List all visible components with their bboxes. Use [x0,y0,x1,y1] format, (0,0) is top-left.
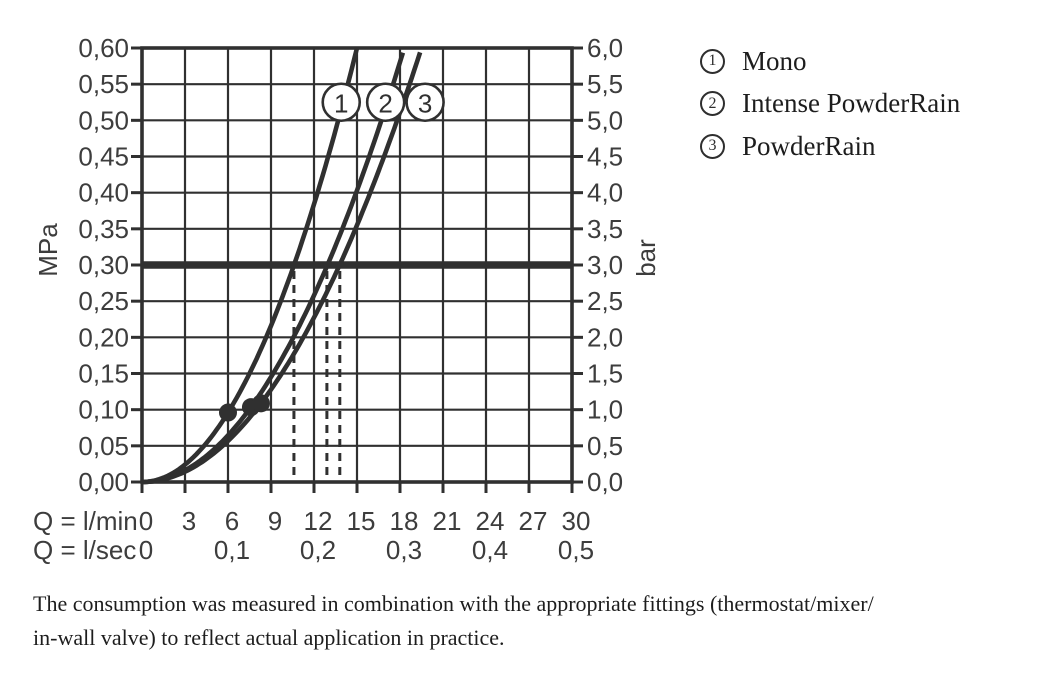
y-axis-right-tick-label: 2,0 [587,322,623,352]
y-axis-right-tick-label: 1,5 [587,359,623,389]
x-axis-lmin-tick-label: 15 [347,506,376,536]
marker-dot-series-1 [219,403,237,422]
x-axis-lsec-tick-label: 0 [139,535,153,565]
y-axis-right-tick-label: 3,0 [587,250,623,280]
y-axis-left-tick-label: 0,35 [78,214,129,244]
flow-pressure-chart: 1 2 30,600,550,500,450,400,350,300,250,200… [33,33,661,565]
footnote-line-1: The consumption was measured in combinat… [33,591,874,616]
y-axis-left-tick-label: 0,45 [78,142,129,172]
y-axis-right-tick-label: 6,0 [587,33,623,63]
curve-id-circle-3 [405,82,445,123]
legend-circled-number-2: 2 [700,91,725,116]
legend: 1 Mono 2 Intense PowderRain 3 PowderRain [700,46,960,174]
curve-id-number-1: 1 [334,88,348,118]
y-axis-left-tick-label: 0,55 [78,69,129,99]
y-axis-left-tick-label: 0,25 [78,286,129,316]
legend-label-mono: Mono [742,45,807,76]
curve-series-3 [142,51,423,485]
y-axis-left-tick-label: 0,15 [78,359,129,389]
x-axis-lsec-tick-label: 0,3 [386,535,422,565]
y-axis-left-unit-label: MPa [33,223,63,277]
y-axis-right-tick-label: 4,5 [587,142,623,172]
curve-id-number-2: 2 [378,88,392,118]
x-axis-lsec-tick-label: 0,2 [300,535,336,565]
x-axis-lmin-tick-label: 3 [182,506,196,536]
x-axis-lmin-tick-label: 21 [433,506,462,536]
legend-item-powderrain: 3 PowderRain [700,131,960,161]
y-axis-right-tick-label: 1,0 [587,395,623,425]
y-axis-left-tick-label: 0,40 [78,178,129,208]
x-axis-lmin-tick-label: 27 [519,506,548,536]
x-axis-lsec-tick-label: 0,5 [558,535,594,565]
x-axis-lmin-tick-label: 18 [390,506,419,536]
legend-item-mono: 1 Mono [700,46,960,76]
y-axis-right-tick-label: 2,5 [587,286,623,316]
y-axis-left-tick-label: 0,50 [78,105,129,135]
x-axis-lmin-tick-label: 12 [304,506,333,536]
y-axis-right-tick-label: 0,5 [587,431,623,461]
x-axis-row1-title: Q = l/min [33,506,138,536]
x-axis-lmin-tick-label: 6 [225,506,239,536]
x-axis-lmin-tick-label: 24 [476,506,505,536]
y-axis-left-tick-label: 0,00 [78,467,129,497]
legend-circled-number-1: 1 [700,48,725,74]
curve-id-circle-2 [365,82,406,123]
y-axis-right-tick-label: 5,0 [587,105,623,135]
x-axis-lmin-tick-label: 9 [268,506,282,536]
legend-circled-number-3: 3 [700,133,725,159]
y-axis-right-tick-label: 0,0 [587,467,623,497]
marker-dot-series-3 [251,394,270,413]
curve-id-number-3: 3 [418,88,432,118]
legend-item-intense-powderrain: 2 Intense PowderRain [700,88,961,119]
y-axis-right-tick-label: 5,5 [587,69,623,99]
tick-marks [131,46,583,493]
x-axis-lmin-tick-label: 30 [562,506,591,536]
x-axis-lsec-tick-label: 0,4 [472,535,508,565]
curve-series-1 [141,47,360,485]
y-axis-left-tick-label: 0,10 [78,395,129,425]
y-axis-right-unit-label: bar [631,239,661,277]
y-axis-right-tick-label: 4,0 [587,178,623,208]
y-axis-left-tick-label: 0,30 [78,250,129,280]
y-axis-left-tick-label: 0,20 [78,322,129,352]
curve-markers [219,394,270,422]
y-axis-left-tick-label: 0,05 [78,431,129,461]
legend-label-powderrain: PowderRain [742,130,876,161]
x-axis-lmin-tick-label: 0 [139,506,153,536]
footnote-line-2: in-wall valve) to reflect actual applica… [33,625,505,650]
dashed-crossing-lines [292,271,342,482]
y-axis-right-tick-label: 3,5 [587,214,623,244]
curves [141,47,423,485]
y-axis-left-tick-label: 0,60 [78,33,129,63]
x-axis-row2-title: Q = l/sec [33,535,136,565]
curve-id-circle-1 [321,82,362,123]
footnote: The consumption was measured in combinat… [33,587,874,655]
x-axis-lsec-tick-label: 0,1 [214,535,250,565]
legend-label-intense-powderrain: Intense PowderRain [742,88,961,118]
